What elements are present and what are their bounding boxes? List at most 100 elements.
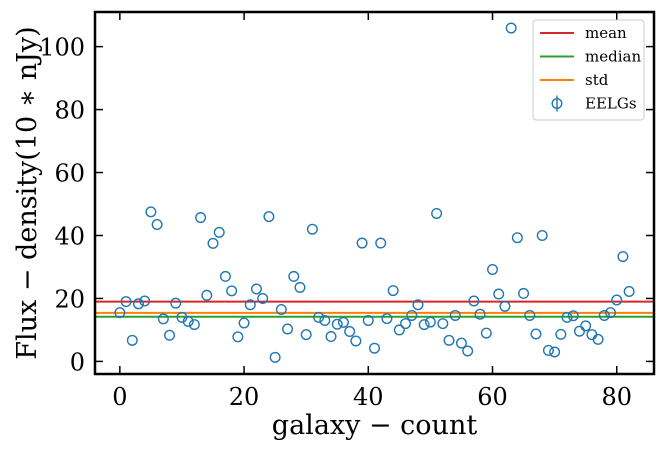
data-point	[300, 329, 312, 341]
data-point	[381, 313, 393, 325]
data-point	[294, 281, 306, 293]
data-point	[207, 237, 219, 249]
x-tick-label: 20	[229, 383, 260, 411]
data-point	[219, 270, 231, 282]
x-axis-label: galaxy − count	[272, 410, 478, 441]
data-point	[468, 295, 480, 307]
data-point	[188, 319, 200, 331]
data-point	[462, 345, 474, 357]
data-point	[561, 311, 573, 323]
data-point	[269, 351, 281, 363]
data-points	[114, 22, 635, 363]
data-point	[350, 335, 362, 347]
data-point	[617, 251, 629, 263]
data-point	[306, 223, 318, 235]
data-point	[288, 270, 300, 282]
data-point	[524, 309, 536, 321]
data-point	[151, 218, 163, 230]
data-point	[126, 334, 138, 346]
legend-label-mean: mean	[585, 24, 627, 42]
data-point	[238, 317, 250, 329]
data-point	[598, 309, 610, 321]
data-point	[275, 303, 287, 315]
data-point	[344, 326, 356, 338]
data-point	[319, 314, 331, 326]
data-point	[518, 287, 530, 299]
data-point	[605, 307, 617, 319]
y-axis-ticks: 0 20 40 60 80 100	[39, 34, 654, 376]
data-point	[400, 318, 412, 330]
x-axis-ticks: 0 20 40 60 80	[112, 12, 632, 411]
data-point	[499, 300, 511, 312]
y-axis-label: Flux − density(10 ∗ nJy)	[12, 26, 43, 359]
data-point	[474, 308, 486, 320]
data-point	[232, 331, 244, 343]
data-point	[437, 318, 449, 330]
data-point	[393, 324, 405, 336]
data-point	[369, 342, 381, 354]
data-point	[337, 316, 349, 328]
data-point	[114, 307, 126, 319]
plot-frame	[93, 10, 656, 376]
data-point	[120, 296, 132, 308]
data-point	[406, 309, 418, 321]
data-point	[313, 311, 325, 323]
data-point	[132, 298, 144, 310]
data-point	[331, 318, 343, 330]
data-point	[567, 310, 579, 322]
data-point	[592, 333, 604, 345]
data-point	[586, 329, 598, 341]
data-point	[580, 320, 592, 332]
x-tick-label: 60	[477, 383, 508, 411]
data-point	[623, 286, 635, 298]
data-point	[139, 295, 151, 307]
data-point	[549, 346, 561, 358]
data-point	[387, 285, 399, 297]
legend-label-std: std	[585, 71, 609, 89]
data-point	[511, 232, 523, 244]
data-point	[412, 299, 424, 311]
data-point	[257, 292, 269, 304]
data-point	[250, 283, 262, 295]
data-point	[449, 309, 461, 321]
data-point	[282, 323, 294, 335]
data-point	[443, 334, 455, 346]
data-point	[536, 229, 548, 241]
data-point	[226, 285, 238, 297]
legend: mean median std EELGs	[532, 19, 645, 121]
data-point	[424, 316, 436, 328]
data-point	[164, 329, 176, 341]
data-point	[182, 315, 194, 327]
data-point	[195, 212, 207, 224]
y-tick-label: 0	[70, 348, 85, 376]
x-tick-label: 0	[112, 383, 127, 411]
legend-marker-EELGs	[551, 97, 563, 109]
data-point	[375, 237, 387, 249]
data-point	[611, 294, 623, 306]
data-point	[573, 325, 585, 337]
data-point	[493, 288, 505, 300]
y-tick-label: 100	[39, 34, 85, 62]
data-point	[431, 207, 443, 219]
data-point	[244, 299, 256, 311]
legend-label-median: median	[585, 48, 641, 66]
data-point	[505, 22, 517, 34]
data-point	[201, 289, 213, 301]
legend-label-EELGs: EELGs	[585, 95, 637, 113]
data-point	[487, 263, 499, 275]
data-point	[263, 211, 275, 223]
data-point	[480, 327, 492, 339]
y-tick-label: 20	[54, 285, 85, 313]
x-tick-label: 40	[353, 383, 384, 411]
data-point	[325, 331, 337, 343]
data-point	[555, 328, 567, 340]
data-point	[362, 314, 374, 326]
data-point	[418, 319, 430, 331]
data-point	[542, 344, 554, 356]
y-tick-label: 80	[54, 97, 85, 125]
data-point	[455, 337, 467, 349]
data-point	[356, 237, 368, 249]
data-point	[530, 328, 542, 340]
data-point	[170, 297, 182, 309]
